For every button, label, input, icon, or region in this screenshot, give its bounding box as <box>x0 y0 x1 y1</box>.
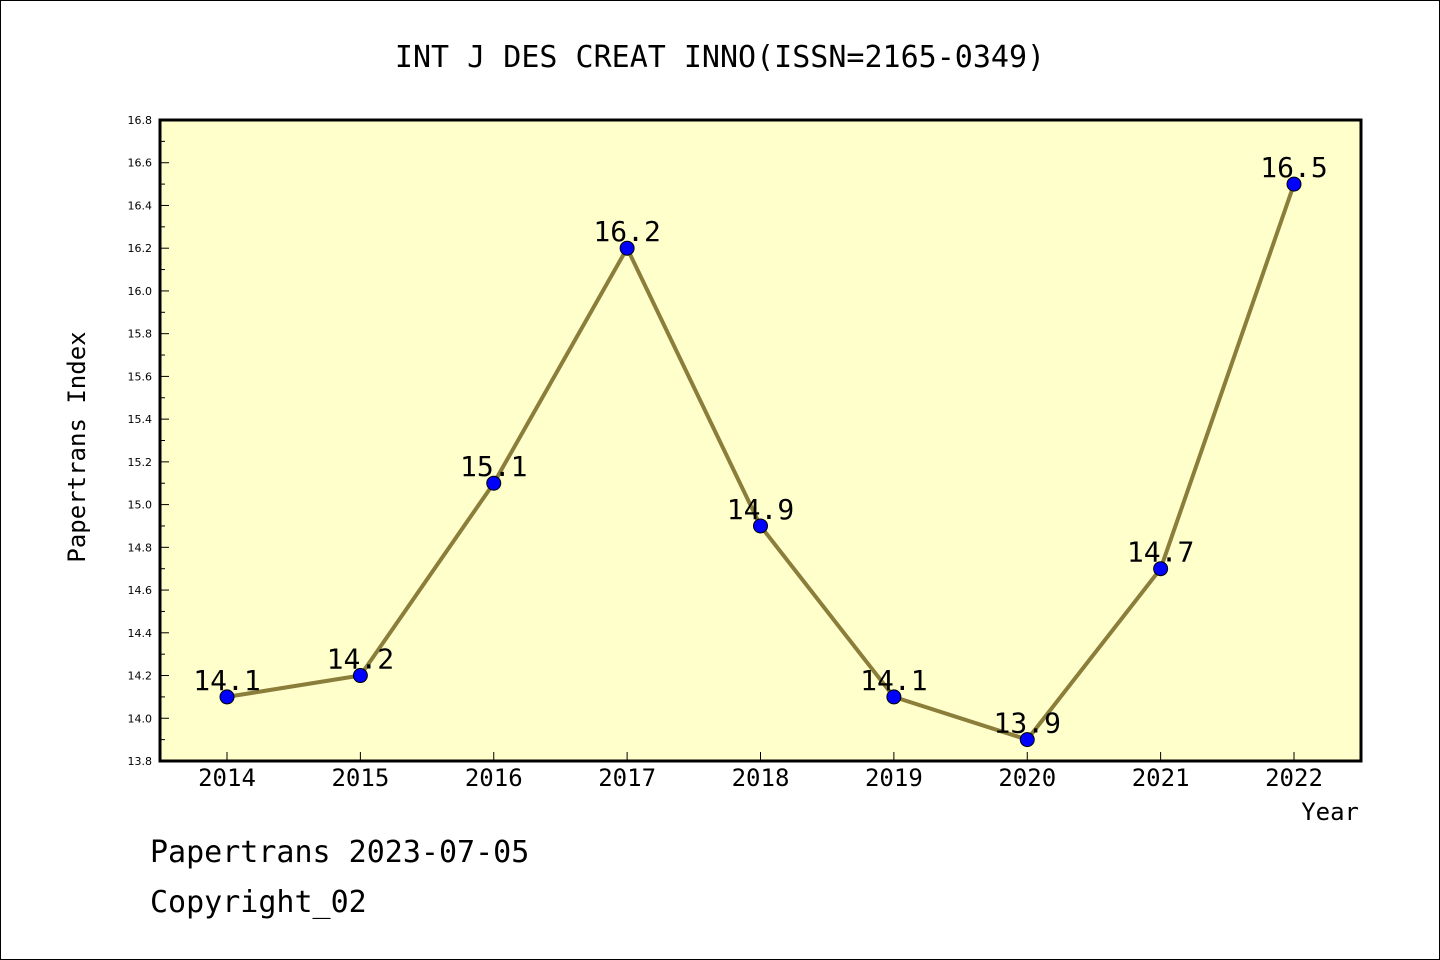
data-point-marker <box>1019 732 1035 748</box>
y-tick-label: 14.8 <box>128 541 153 554</box>
data-point-label: 14.1 <box>860 664 927 697</box>
data-point-marker <box>352 668 368 684</box>
y-tick-label: 16.2 <box>128 242 153 255</box>
x-tick-label: 2021 <box>1132 764 1190 792</box>
x-tick-label: 2016 <box>465 764 523 792</box>
x-tick-label: 2022 <box>1265 764 1323 792</box>
data-point-marker <box>886 689 902 705</box>
y-tick-label: 16.8 <box>128 114 153 127</box>
data-point-label: 13.9 <box>994 707 1061 740</box>
data-point-marker <box>1153 561 1169 577</box>
y-tick-label: 15.6 <box>128 370 153 383</box>
y-tick-label: 14.2 <box>128 670 153 683</box>
y-tick-label: 16.0 <box>128 285 153 298</box>
footer-date-text: Papertrans 2023-07-05 <box>150 835 530 870</box>
y-tick-label: 15.2 <box>128 456 153 469</box>
x-tick-label: 2018 <box>732 764 790 792</box>
data-point-label: 14.2 <box>327 643 394 676</box>
y-tick-label: 15.4 <box>128 413 153 426</box>
data-point-label: 16.2 <box>593 215 660 248</box>
y-tick-label: 16.4 <box>128 199 153 212</box>
data-point-marker <box>1286 176 1302 192</box>
x-axis-ticks: 2014 2015 2016 2017 2018 2019 2020 2021 2022 <box>198 752 1323 792</box>
y-tick-label: 14.0 <box>128 712 153 725</box>
x-tick-label: 2017 <box>598 764 656 792</box>
data-point-label: 14.7 <box>1127 536 1194 569</box>
y-axis-label: Papertrans Index <box>63 331 91 562</box>
series-group: 14.1 14.2 15.1 16.2 14.9 14.1 13.9 14.7 16.5 <box>193 151 1328 748</box>
data-point-label: 15.1 <box>460 450 527 483</box>
data-point-label: 16.5 <box>1260 151 1327 184</box>
x-tick-label: 2014 <box>198 764 256 792</box>
y-tick-label: 16.6 <box>128 157 153 170</box>
data-point-marker <box>486 475 502 491</box>
data-point-marker <box>219 689 235 705</box>
y-tick-label: 15.0 <box>128 499 153 512</box>
y-tick-label: 14.6 <box>128 584 153 597</box>
footer-copyright-text: Copyright_02 <box>150 885 367 920</box>
y-tick-label: 14.4 <box>128 627 153 640</box>
chart-title: INT J DES CREAT INNO(ISSN=2165-0349) <box>395 40 1045 75</box>
y-axis-ticks: 13.8 14.0 14.2 14.4 14.6 14.8 15.0 15.2 15.4 15.6… <box>128 114 169 768</box>
data-point-label: 14.9 <box>727 493 794 526</box>
y-tick-label: 13.8 <box>128 755 153 768</box>
x-tick-label: 2019 <box>865 764 923 792</box>
x-tick-label: 2020 <box>998 764 1056 792</box>
data-point-marker <box>619 240 635 256</box>
data-point-marker <box>753 518 768 534</box>
x-axis-label: Year <box>1301 798 1359 826</box>
y-tick-label: 15.8 <box>128 328 153 341</box>
x-tick-label: 2015 <box>331 764 389 792</box>
plot-area <box>158 118 1363 763</box>
data-point-label: 14.1 <box>193 664 260 697</box>
